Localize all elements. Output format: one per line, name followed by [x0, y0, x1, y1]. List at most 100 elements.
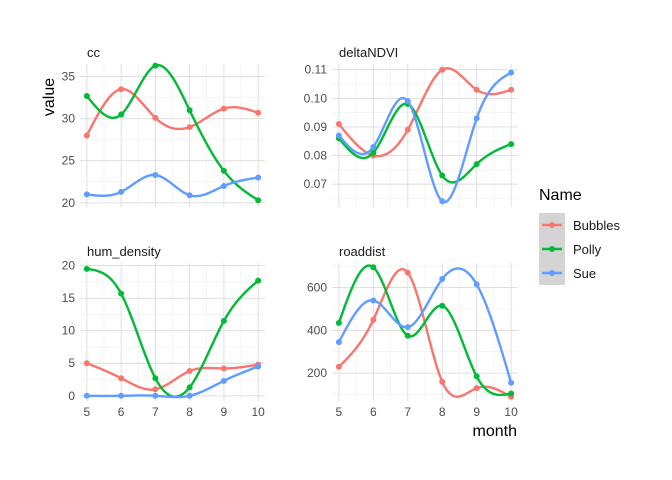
- data-point-Polly: [473, 161, 480, 168]
- legend-item-Polly: Polly: [539, 237, 602, 261]
- data-point-Polly: [370, 264, 377, 271]
- y-tick-label: 0.10: [304, 91, 328, 105]
- data-point-Sue: [370, 297, 377, 304]
- series-line-Sue: [85, 173, 260, 198]
- data-point-Bubbles: [255, 109, 262, 116]
- data-point-Polly: [152, 62, 159, 69]
- y-tick-label: 0: [68, 389, 75, 403]
- series-line-Sue: [337, 267, 513, 385]
- y-tick-label: 200: [307, 366, 327, 380]
- x-tick-label: 5: [84, 405, 91, 419]
- data-point-Bubbles: [508, 86, 515, 93]
- series-line-Polly: [337, 102, 513, 184]
- y-tick-label: 15: [62, 291, 76, 305]
- data-point-Sue: [439, 276, 446, 283]
- x-tick-label: 7: [152, 405, 159, 419]
- data-point-Sue: [118, 188, 125, 195]
- panel-title: cc: [87, 45, 101, 60]
- data-point-Sue: [118, 392, 125, 399]
- legend-label: Polly: [573, 242, 602, 257]
- data-point-Polly: [335, 319, 342, 326]
- y-tick-label: 5: [68, 356, 75, 370]
- series-line-Sue: [337, 71, 513, 204]
- data-point-Bubbles: [404, 126, 411, 133]
- panels-layer: 20253035cc0.070.080.090.100.11deltaNDVI0…: [62, 45, 518, 419]
- y-tick-label: 0.08: [304, 149, 328, 163]
- data-point-Sue: [186, 192, 193, 199]
- panel-title: roaddist: [339, 244, 386, 259]
- data-point-Bubbles: [370, 316, 377, 323]
- data-point-Polly: [473, 373, 480, 380]
- legend-key-point: [549, 246, 555, 252]
- data-point-Sue: [255, 363, 262, 370]
- legend: Name Bubbles Polly Sue: [539, 187, 620, 285]
- data-point-Polly: [404, 332, 411, 339]
- data-point-Bubbles: [118, 86, 125, 93]
- data-point-Sue: [186, 392, 193, 399]
- data-point-Sue: [83, 392, 90, 399]
- data-point-Bubbles: [473, 86, 480, 93]
- y-tick-label: 0.07: [304, 177, 328, 191]
- y-tick-label: 25: [62, 154, 76, 168]
- x-tick-label: 6: [118, 405, 125, 419]
- x-axis-title: month: [473, 423, 517, 440]
- y-tick-label: 10: [62, 324, 76, 338]
- data-point-Sue: [473, 281, 480, 288]
- data-point-Bubbles: [118, 375, 125, 382]
- data-point-Polly: [220, 317, 227, 324]
- series-line-Bubbles: [85, 87, 260, 137]
- data-point-Polly: [439, 172, 446, 179]
- y-tick-label: 30: [62, 112, 76, 126]
- panel-deltaNDVI: 0.07 0.08 0.09 0.10 0.11 deltaNDVI: [304, 45, 518, 207]
- data-point-Bubbles: [152, 114, 159, 121]
- data-point-Polly: [439, 302, 446, 309]
- data-point-Bubbles: [152, 386, 159, 393]
- y-tick-label: 400: [307, 323, 327, 337]
- x-tick-label: 6: [370, 405, 377, 419]
- panel-title: hum_density: [87, 244, 161, 259]
- data-point-Polly: [118, 290, 125, 297]
- data-point-Polly: [186, 107, 193, 114]
- data-point-Bubbles: [439, 378, 446, 385]
- data-point-Polly: [186, 384, 193, 391]
- data-point-Bubbles: [335, 363, 342, 370]
- data-point-Polly: [508, 141, 515, 148]
- data-point-Bubbles: [220, 365, 227, 372]
- legend-label: Bubbles: [573, 218, 620, 233]
- legend-item-Sue: Sue: [539, 261, 596, 285]
- data-point-Sue: [152, 172, 159, 179]
- data-point-Sue: [508, 379, 515, 386]
- legend-key-point: [549, 222, 555, 228]
- data-point-Bubbles: [439, 66, 446, 73]
- data-point-Sue: [439, 198, 446, 205]
- data-point-Sue: [220, 377, 227, 384]
- data-point-Sue: [335, 132, 342, 139]
- data-point-Polly: [83, 92, 90, 99]
- legend-key-point: [549, 270, 555, 276]
- data-point-Bubbles: [404, 269, 411, 276]
- panel-cc: 20 25 30 35 cc: [62, 45, 265, 210]
- legend-label: Sue: [573, 266, 596, 281]
- x-tick-label: 10: [251, 405, 265, 419]
- y-tick-label: 0.09: [304, 120, 328, 134]
- data-point-Sue: [255, 174, 262, 181]
- data-point-Polly: [83, 265, 90, 272]
- data-point-Sue: [220, 182, 227, 189]
- data-point-Polly: [118, 111, 125, 118]
- series-line-Polly: [85, 63, 260, 202]
- y-axis-title: value: [41, 78, 58, 116]
- data-point-Polly: [152, 375, 159, 382]
- y-tick-label: 35: [62, 70, 76, 84]
- x-tick-label: 9: [221, 405, 228, 419]
- y-tick-label: 20: [62, 196, 76, 210]
- data-point-Sue: [83, 191, 90, 198]
- x-tick-label: 10: [504, 405, 518, 419]
- data-point-Bubbles: [186, 124, 193, 131]
- y-tick-label: 600: [307, 281, 327, 295]
- data-point-Sue: [404, 324, 411, 331]
- legend-items: Bubbles Polly Sue: [539, 213, 620, 285]
- data-point-Bubbles: [220, 105, 227, 112]
- x-tick-label: 5: [336, 405, 343, 419]
